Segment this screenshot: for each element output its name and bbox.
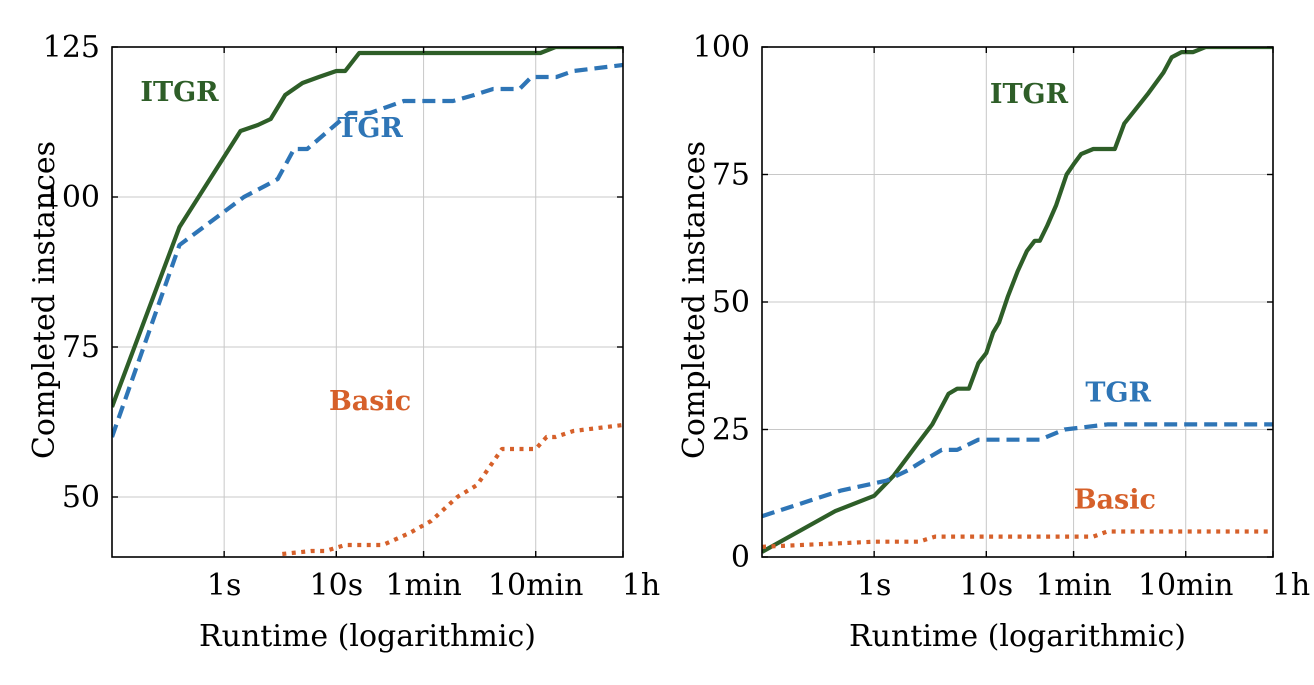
y-tick-label: 75	[62, 330, 100, 365]
x-tick-label: 10min	[1138, 568, 1234, 603]
x-tick-label: 10min	[488, 568, 584, 603]
y-tick-label: 125	[43, 30, 100, 65]
x-tick-label: 1s	[207, 568, 241, 603]
x-tick-label: 1h	[622, 568, 660, 603]
y-tick-label: 100	[43, 180, 100, 215]
x-tick-label: 1h	[1272, 568, 1310, 603]
x-tick-label: 10s	[310, 568, 364, 603]
x-axis-label: Runtime (logarithmic)	[199, 619, 536, 654]
left-chart: 1s 10s 1min 10min 1h 50 75 100 125 Runtime (logar…	[27, 30, 660, 654]
series-label-tgr: TGR	[337, 113, 403, 144]
y-tick-label: 100	[693, 30, 750, 65]
series-label-itgr: ITGR	[990, 79, 1069, 110]
series-line-itgr	[112, 47, 623, 408]
plot-frame	[111, 46, 624, 558]
x-tick-label: 10s	[960, 568, 1014, 603]
x-tick-label: 1s	[857, 568, 891, 603]
series-line-basic	[762, 529, 1273, 549]
right-chart: 1s 10s 1min 10min 1h 0 25 50 75 100 Runtime (logar…	[677, 30, 1310, 654]
series-line-tgr	[112, 62, 623, 438]
series-line-tgr	[762, 422, 1273, 519]
y-axis-label: Completed instances	[27, 141, 62, 459]
y-tick-label: 50	[62, 480, 100, 515]
y-tick-label: 50	[712, 285, 750, 320]
y-tick-label: 25	[712, 413, 750, 448]
y-tick-label: 75	[712, 158, 750, 193]
series-label-basic: Basic	[1074, 485, 1156, 516]
series-line-itgr	[762, 47, 1273, 554]
y-tick-label: 0	[731, 540, 750, 575]
series-line-basic	[282, 422, 623, 557]
series-label-basic: Basic	[329, 386, 411, 417]
series-label-itgr: ITGR	[140, 77, 219, 108]
y-axis-label: Completed instances	[677, 141, 712, 459]
x-tick-label: 1min	[385, 568, 461, 603]
x-tick-label: 1min	[1035, 568, 1111, 603]
x-axis-label: Runtime (logarithmic)	[849, 619, 1186, 654]
series-label-tgr: TGR	[1085, 377, 1151, 408]
